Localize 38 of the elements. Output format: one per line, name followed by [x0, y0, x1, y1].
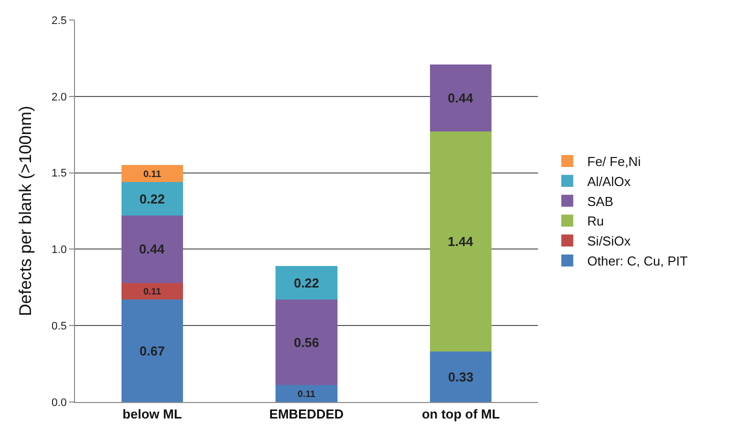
bar	[276, 266, 338, 300]
data-label: 0.11	[298, 388, 316, 399]
y-tick-label: 1.0	[52, 244, 67, 256]
data-label: 0.11	[143, 286, 162, 296]
bar	[121, 282, 184, 300]
data-label: 0.56	[294, 334, 320, 350]
data-label: 0.11	[143, 168, 162, 179]
legend-label: Si/SiOx	[587, 234, 632, 249]
x-tick-label: below ML	[122, 406, 182, 422]
y-tick-label: 2.0	[52, 91, 67, 104]
y-tick-label: 0.0	[52, 396, 67, 409]
y-tick-label: 0.5	[52, 320, 67, 332]
data-label: 0.44	[448, 90, 474, 106]
legend-label: Other: C, Cu, PIT	[587, 254, 688, 269]
bar	[430, 352, 492, 402]
bar	[121, 165, 184, 182]
y-tick-label: 1.5	[52, 168, 67, 180]
legend-label: Fe/ Fe,Ni	[587, 154, 641, 170]
bar	[430, 64, 492, 132]
data-label: 0.44	[139, 242, 166, 257]
x-tick-label: EMBEDDED	[269, 406, 344, 422]
data-label: 0.22	[294, 275, 320, 290]
data-label: 1.44	[448, 234, 474, 250]
bar	[121, 182, 184, 216]
legend-label: SAB	[587, 194, 614, 209]
data-label: 0.33	[448, 369, 474, 384]
y-tick-label: 2.5	[52, 14, 67, 27]
bar	[276, 300, 338, 386]
bar	[276, 385, 338, 402]
data-label: 0.22	[140, 191, 165, 206]
y-axis-title: Defects per blank (>100nm)	[16, 106, 35, 316]
legend-label: Ru	[587, 214, 604, 229]
x-tick-label: on top of ML	[422, 406, 500, 422]
bar	[430, 132, 492, 352]
data-label: 0.67	[140, 343, 165, 358]
legend-label: Al/AlOx	[587, 174, 632, 189]
bar	[121, 300, 184, 402]
bar	[121, 216, 184, 283]
